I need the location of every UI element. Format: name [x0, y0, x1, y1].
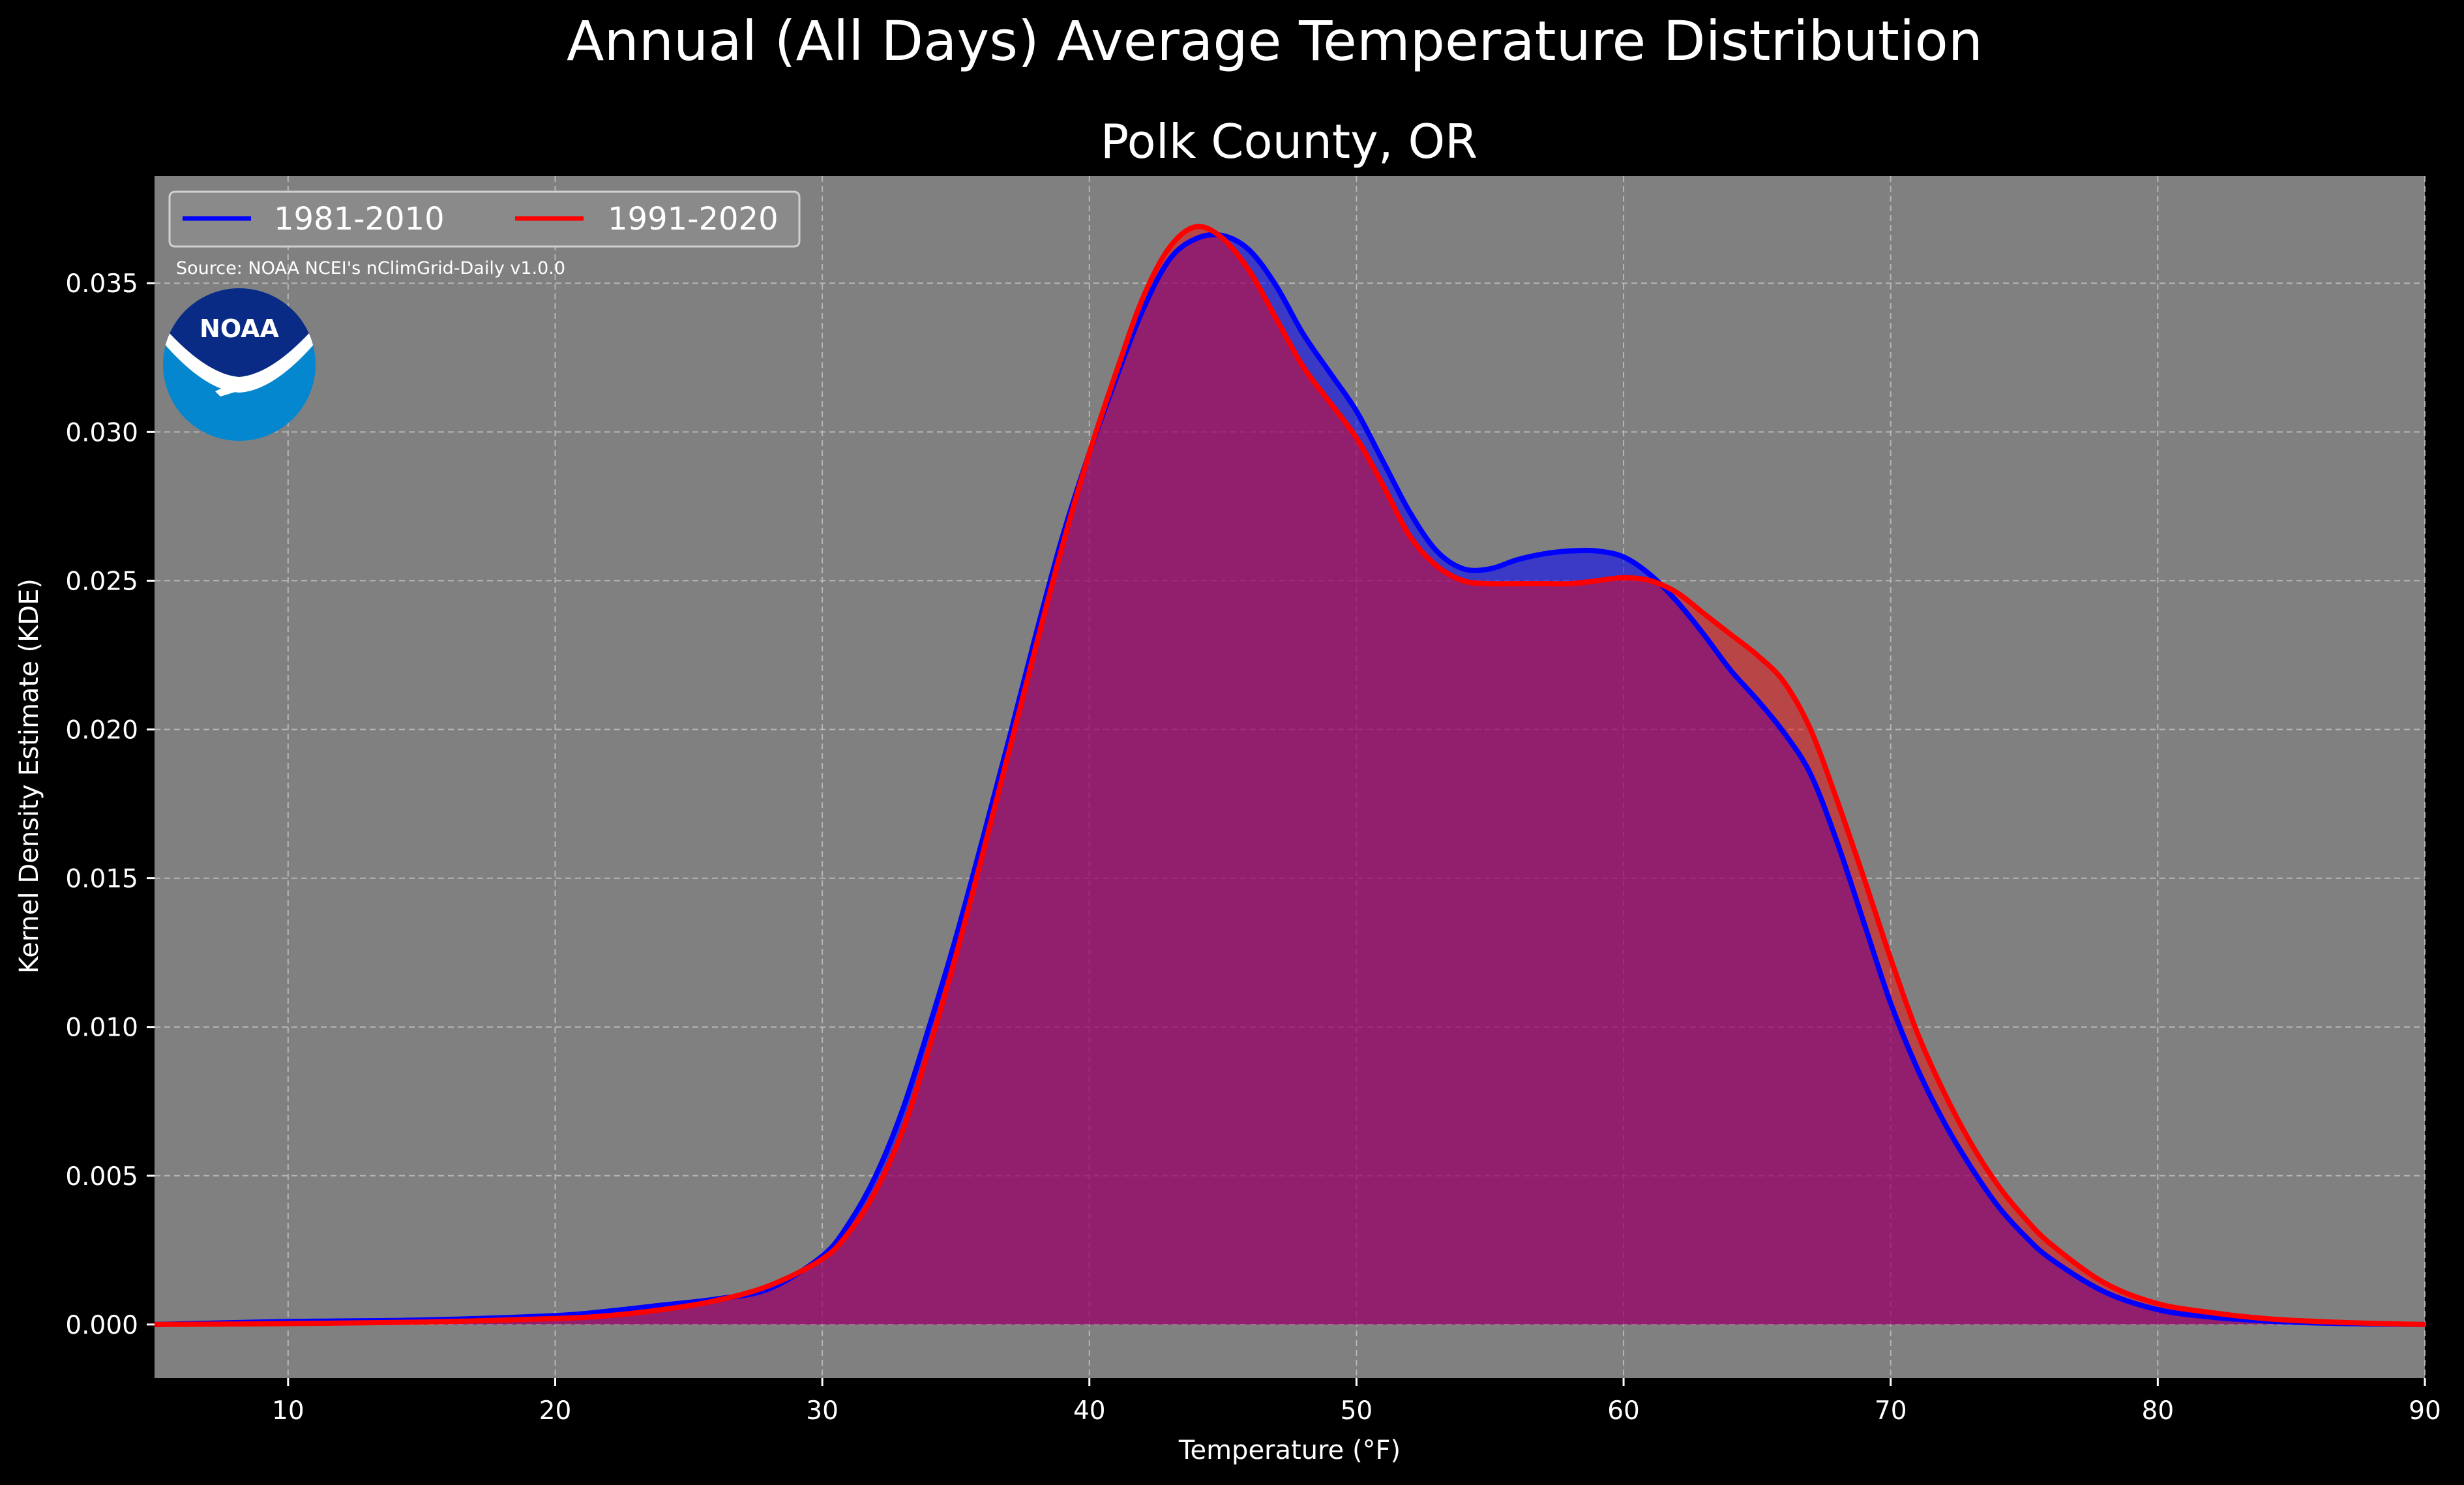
x-tick-label: 90: [2409, 1396, 2441, 1426]
y-tick-label: 0.000: [65, 1311, 138, 1340]
x-axis-ticks: 10 20 30 40 50 60 70 80 90: [272, 1378, 2441, 1426]
y-tick-label: 0.020: [65, 716, 138, 745]
y-tick-label: 0.025: [65, 567, 138, 596]
legend-box: [168, 190, 801, 248]
y-tick-label: 0.010: [65, 1013, 138, 1043]
density-line-1991-2020: [154, 224, 2426, 1327]
legend-label-1981-2010: 1981-2010: [274, 201, 445, 237]
density-area-1991-2020: [155, 226, 2425, 1325]
x-tick-label: 30: [806, 1396, 839, 1426]
y-tick-label: 0.005: [65, 1162, 138, 1192]
source-note: Source: NOAA NCEI's nClimGrid-Daily v1.0…: [176, 258, 565, 278]
y-axis-ticks: 0.000 0.005 0.010 0.015 0.020 0.025 0.030 0.035: [65, 269, 155, 1340]
x-axis-label: Temperature (°F): [1178, 1435, 1401, 1465]
y-axis-label: Kernel Density Estimate (KDE): [14, 578, 44, 974]
noaa-logo-text: NOAA: [200, 314, 279, 343]
x-tick-label: 40: [1073, 1396, 1106, 1426]
x-tick-label: 70: [1875, 1396, 1907, 1426]
y-tick-label: 0.015: [65, 865, 138, 894]
x-tick-label: 20: [539, 1396, 572, 1426]
chart-subtitle: Polk County, OR: [1101, 114, 1477, 169]
noaa-logo-icon: NOAA: [163, 288, 316, 441]
y-tick-label: 0.035: [65, 269, 138, 299]
density-line-1981-2010: [154, 232, 2426, 1327]
density-areas: [155, 226, 2425, 1325]
x-tick-label: 50: [1341, 1396, 1373, 1426]
legend: 1981-2010 1991-2020: [168, 190, 801, 248]
x-tick-label: 10: [272, 1396, 304, 1426]
density-area-1981-2010: [155, 234, 2425, 1325]
y-tick-label: 0.030: [65, 418, 138, 447]
x-tick-label: 80: [2142, 1396, 2175, 1426]
x-tick-label: 60: [1607, 1396, 1640, 1426]
figure-title: Annual (All Days) Average Temperature Di…: [567, 9, 1983, 73]
legend-label-1991-2020: 1991-2020: [608, 201, 779, 237]
density-lines: [154, 224, 2426, 1327]
